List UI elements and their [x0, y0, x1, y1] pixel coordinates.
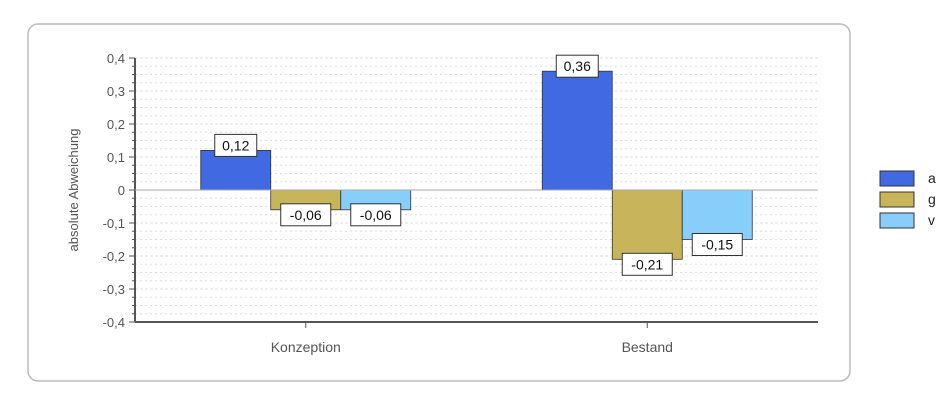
axes: 0,4 0,3 0,2 0,1 0 -0,1 -0,2 -0,3 -0,4 Konzeption B…: [103, 51, 818, 355]
bar-a: [541, 70, 613, 191]
legend-label-v: v: [928, 212, 935, 228]
y-tick-label: -0,3: [103, 282, 125, 297]
data-label: -0,06: [280, 203, 332, 227]
data-label-box: [214, 133, 258, 157]
y-tick-label: -0,2: [103, 249, 125, 264]
data-label-box: [350, 203, 402, 227]
y-tick-label: 0,3: [107, 84, 125, 99]
data-label-text: -0,15: [701, 237, 733, 253]
grid: [135, 57, 818, 323]
data-label-box: [621, 252, 673, 276]
data-labels: 0,12 -0,06 -0,06 0,36 -0,21 -0,15: [214, 54, 743, 276]
data-label-box: [555, 54, 599, 78]
bar-v: [681, 189, 753, 240]
y-tick-label: 0,2: [107, 117, 125, 132]
data-label: 0,12: [214, 133, 258, 157]
chart-panel: [27, 23, 851, 382]
data-label: 0,36: [555, 54, 599, 78]
data-label-text: 0,12: [222, 137, 249, 153]
data-label-box: [691, 233, 743, 256]
data-label: -0,06: [350, 203, 402, 227]
legend-swatch-g: [879, 191, 915, 208]
data-label-text: 0,36: [564, 58, 591, 74]
data-label: -0,21: [621, 252, 673, 276]
legend: agv: [879, 170, 936, 229]
bar-g: [611, 189, 683, 260]
y-tick-label: 0,4: [107, 51, 125, 66]
legend-label-g: g: [928, 191, 936, 207]
y-tick-label: -0,1: [103, 216, 125, 231]
x-tick-label: Konzeption: [271, 339, 341, 355]
legend-label-a: a: [928, 170, 936, 186]
y-axis-title: absolute Abweichung: [66, 129, 81, 252]
data-label-text: -0,21: [631, 256, 663, 272]
y-tick-label: 0: [118, 183, 125, 198]
y-tick-label: -0,4: [103, 315, 125, 330]
data-label: -0,15: [691, 233, 743, 256]
legend-swatch-a: [879, 170, 915, 187]
x-tick-label: Bestand: [622, 339, 673, 355]
legend-swatch-v: [879, 212, 915, 229]
data-label-text: -0,06: [290, 207, 322, 223]
data-label-text: -0,06: [360, 207, 392, 223]
y-tick-label: 0,1: [107, 150, 125, 165]
bar-a: [200, 149, 272, 191]
data-label-box: [280, 203, 332, 227]
